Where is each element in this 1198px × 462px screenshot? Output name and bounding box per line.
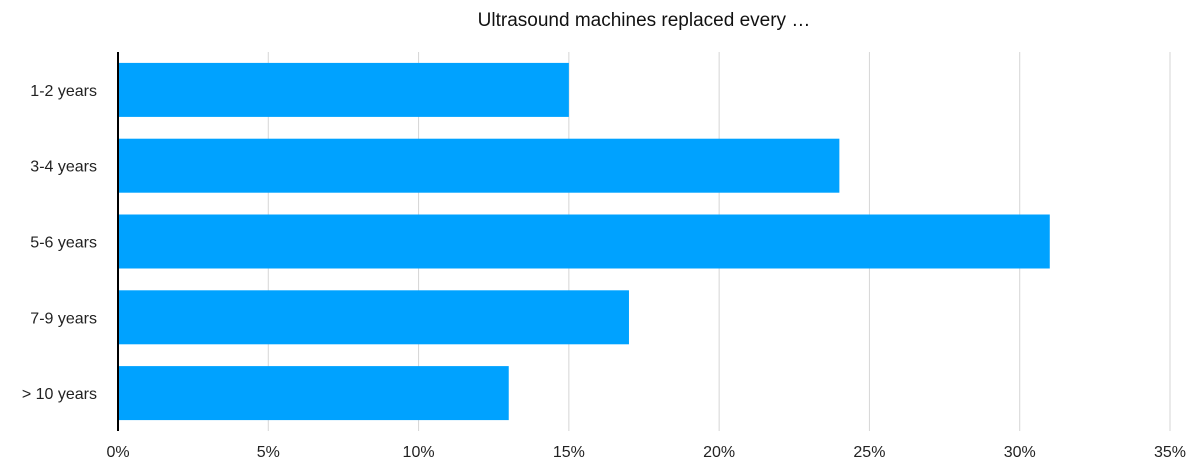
- category-label: 1-2 years: [30, 83, 97, 100]
- bar-4: [118, 290, 629, 345]
- x-tick-label: 10%: [403, 444, 435, 461]
- x-tick-label: 25%: [853, 444, 885, 461]
- category-label: > 10 years: [22, 386, 97, 403]
- category-label: 5-6 years: [30, 235, 97, 252]
- x-tick-label: 30%: [1004, 444, 1036, 461]
- bar-1: [118, 62, 569, 117]
- category-label: 7-9 years: [30, 310, 97, 327]
- bars: [118, 62, 1050, 421]
- x-tick-label: 0%: [106, 444, 129, 461]
- x-tick-label: 5%: [257, 444, 280, 461]
- chart-title: Ultrasound machines replaced every …: [478, 10, 811, 31]
- x-tick-labels: 0% 5% 10% 15% 20% 25% 30% 35%: [106, 444, 1186, 461]
- bar-3: [118, 214, 1050, 269]
- x-tick-label: 35%: [1154, 444, 1186, 461]
- category-labels: 1-2 years 3-4 years 5-6 years 7-9 years > 10…: [22, 83, 97, 403]
- x-tick-label: 20%: [703, 444, 735, 461]
- bar-5: [118, 366, 509, 421]
- category-label: 3-4 years: [30, 159, 97, 176]
- x-tick-label: 15%: [553, 444, 585, 461]
- bar-2: [118, 138, 840, 193]
